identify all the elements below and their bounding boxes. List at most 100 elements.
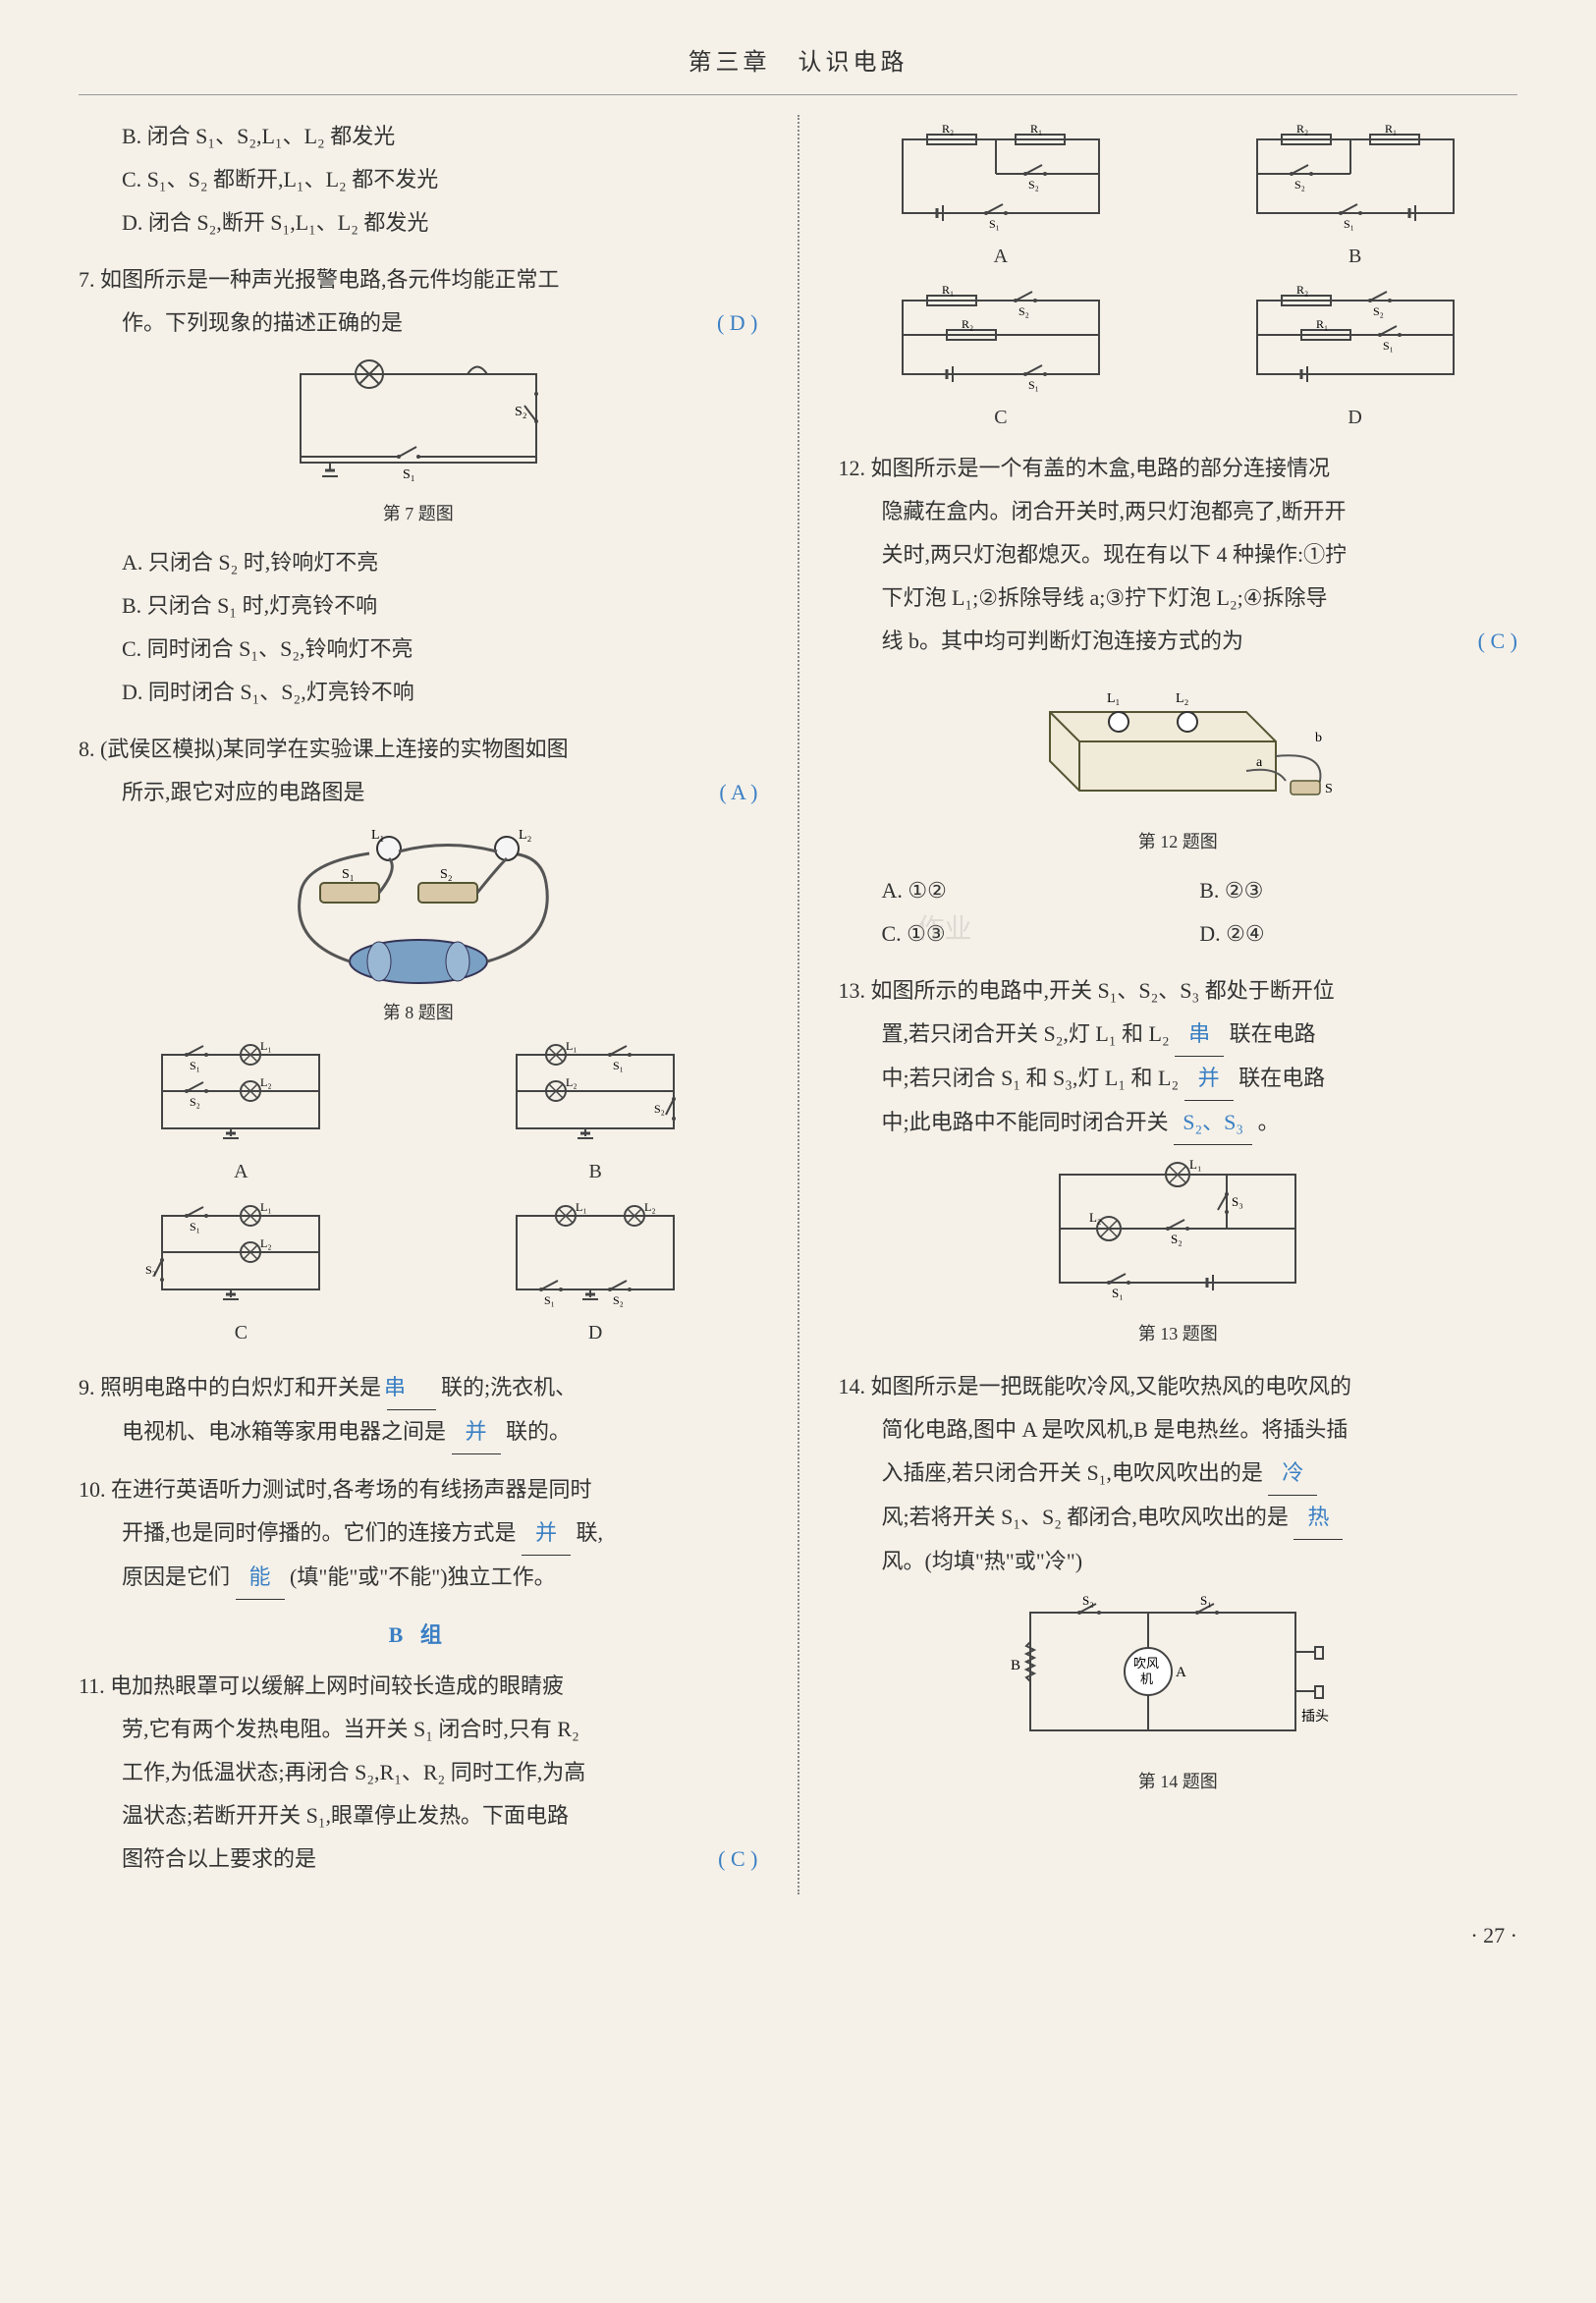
svg-text:B: B xyxy=(1011,1658,1020,1673)
svg-text:S₂: S₂ xyxy=(145,1263,156,1277)
svg-text:S₂: S₂ xyxy=(654,1102,665,1116)
svg-text:L₂: L₂ xyxy=(1176,691,1189,706)
q6-opt-c: C. S₁、S₂ 都断开,L₁、L₂ 都不发光 xyxy=(79,158,758,201)
q8-label-a: A xyxy=(142,1152,339,1191)
svg-text:L₁: L₁ xyxy=(1189,1157,1201,1172)
q9-text-4: 联的。 xyxy=(506,1419,571,1444)
svg-text:S₂: S₂ xyxy=(613,1293,624,1307)
q14-text-4: 风;若将开关 S₁、S₂ 都闭合,电吹风吹出的是 xyxy=(882,1505,1289,1529)
svg-text:S₁: S₁ xyxy=(1112,1286,1124,1300)
page-header: 第三章 认识电路 xyxy=(79,39,1517,95)
q9-text-1: 9. 照明电路中的白炽灯和开关是 xyxy=(79,1375,381,1399)
svg-text:S₂: S₂ xyxy=(1373,304,1384,318)
q14-blank-2: 热 xyxy=(1293,1496,1343,1540)
q8-options-grid: L₁ L₂ S₁ S₂ A xyxy=(79,1040,758,1352)
two-column-layout: B. 闭合 S₁、S₂,L₁、L₂ 都发光 C. S₁、S₂ 都断开,L₁、L₂… xyxy=(79,115,1517,1894)
svg-text:R₂: R₂ xyxy=(942,125,954,136)
q11-answer: ( C ) xyxy=(718,1837,757,1881)
q11-label-a: A xyxy=(888,237,1114,276)
q7-opt-c: C. 同时闭合 S₁、S₂,铃响灯不亮 xyxy=(79,628,758,671)
q7: 7. 如图所示是一种声光报警电路,各元件均能正常工 作。下列现象的描述正确的是 … xyxy=(79,258,758,714)
q7-text-2: 作。下列现象的描述正确的是 xyxy=(122,302,403,345)
svg-text:A: A xyxy=(1176,1665,1186,1680)
q12-figure: L₁ L₂ b a S xyxy=(839,673,1518,820)
q12: 12. 如图所示是一个有盖的木盒,电路的部分连接情况 隐藏在盒内。闭合开关时,两… xyxy=(839,447,1518,956)
q14-text-2: 简化电路,图中 A 是吹风机,B 是电热丝。将插头插 xyxy=(839,1408,1518,1452)
q12-opt-c: C. ①③ xyxy=(882,912,1200,956)
q7-opt-b: B. 只闭合 S₁ 时,灯亮铃不响 xyxy=(79,584,758,628)
q11-label-b: B xyxy=(1242,237,1468,276)
left-column: B. 闭合 S₁、S₂,L₁、L₂ 都发光 C. S₁、S₂ 都断开,L₁、L₂… xyxy=(79,115,758,1894)
svg-text:R₁: R₁ xyxy=(1385,125,1397,136)
svg-text:S₁: S₁ xyxy=(989,217,1000,231)
q11-opt-c-fig: R₁ S₂ R₂ S₁ C xyxy=(888,286,1114,437)
svg-text:S₂: S₂ xyxy=(190,1095,200,1109)
svg-text:插头: 插头 xyxy=(1301,1709,1329,1725)
page-number: · 27 · xyxy=(79,1914,1517,1957)
q13-text-4: 中;若只闭合 S₁ 和 S₃,灯 L₁ 和 L₂ xyxy=(882,1066,1180,1090)
q10-blank-2: 能 xyxy=(236,1556,285,1600)
q14-text-3: 入插座,若只闭合开关 S₁,电吹风吹出的是 xyxy=(882,1460,1263,1485)
q14-text-1: 14. 如图所示是一把既能吹冷风,又能吹热风的电吹风的 xyxy=(839,1365,1518,1408)
q8-opt-b-fig: L₁ L₂ S₁ S₂ B xyxy=(497,1040,693,1191)
svg-text:L₁: L₁ xyxy=(1107,691,1120,706)
svg-text:S₁: S₁ xyxy=(1344,217,1354,231)
q8-text-2: 所示,跟它对应的电路图是 xyxy=(122,771,365,814)
svg-text:S₂: S₂ xyxy=(1082,1593,1094,1608)
q10-blank-1: 并 xyxy=(522,1511,571,1556)
svg-text:L₁: L₁ xyxy=(576,1201,587,1214)
svg-text:S₂: S₂ xyxy=(1028,178,1039,192)
q7-answer: ( D ) xyxy=(717,302,758,345)
q12-text-5: 线 b。其中均可判断灯泡连接方式的为 xyxy=(882,620,1244,663)
svg-text:L₂: L₂ xyxy=(519,828,532,843)
q11-label-d: D xyxy=(1242,398,1468,437)
q13: 13. 如图所示的电路中,开关 S₁、S₂、S₃ 都处于断开位 置,若只闭合开关… xyxy=(839,969,1518,1351)
q8-opt-d-fig: L₁ L₂ S₁ S₂ D xyxy=(497,1201,693,1352)
q9-blank-2: 并 xyxy=(452,1410,501,1454)
svg-text:R₁: R₁ xyxy=(1316,317,1328,331)
q6-opt-d: D. 闭合 S₂,断开 S₁,L₁、L₂ 都发光 xyxy=(79,201,758,245)
q14-text-5: 风。(均填"热"或"冷") xyxy=(839,1540,1518,1583)
svg-text:吹风: 吹风 xyxy=(1133,1656,1159,1671)
q8-opt-c-fig: L₁ L₂ S₁ S₂ C xyxy=(142,1201,339,1352)
q11-text-5: 图符合以上要求的是 xyxy=(122,1837,316,1881)
q13-text-5: 联在电路 xyxy=(1238,1066,1325,1090)
q11: 11. 电加热眼罩可以缓解上网时间较长造成的眼睛疲 劳,它有两个发热电阻。当开关… xyxy=(79,1665,758,1881)
svg-text:S₁: S₁ xyxy=(190,1059,200,1072)
svg-text:R₂: R₂ xyxy=(962,317,973,331)
q10-text-3: 联, xyxy=(577,1520,604,1545)
q10-text-1: 10. 在进行英语听力测试时,各考场的有线扬声器是同时 xyxy=(79,1468,758,1511)
svg-text:S₁: S₁ xyxy=(1200,1593,1212,1608)
svg-text:L₁: L₁ xyxy=(260,1040,272,1053)
q11-options-grid: R₂ R₁ S₂ S₁ A xyxy=(839,125,1518,437)
q11-text-1: 11. 电加热眼罩可以缓解上网时间较长造成的眼睛疲 xyxy=(79,1665,758,1708)
svg-text:S₁: S₁ xyxy=(403,467,415,482)
svg-text:R₂: R₂ xyxy=(1296,125,1308,136)
svg-text:S₁: S₁ xyxy=(1028,378,1039,392)
q14-blank-1: 冷 xyxy=(1268,1452,1317,1496)
q11-opt-a-fig: R₂ R₁ S₂ S₁ A xyxy=(888,125,1114,276)
q12-text-4: 下灯泡 L₁;②拆除导线 a;③拧下灯泡 L₂;④拆除导 xyxy=(839,576,1518,620)
svg-text:S₂: S₂ xyxy=(1171,1232,1183,1246)
q10-text-2: 开播,也是同时停播的。它们的连接方式是 xyxy=(122,1520,517,1545)
q14-caption: 第 14 题图 xyxy=(839,1764,1518,1799)
q8-answer: ( A ) xyxy=(719,771,757,814)
q13-text-1: 13. 如图所示的电路中,开关 S₁、S₂、S₃ 都处于断开位 xyxy=(839,969,1518,1013)
svg-text:S₁: S₁ xyxy=(190,1220,200,1234)
svg-text:L₂: L₂ xyxy=(566,1075,578,1089)
svg-text:S₁: S₁ xyxy=(544,1293,555,1307)
svg-text:a: a xyxy=(1256,755,1263,770)
q11-opt-b-fig: R₂ R₁ S₂ S₁ B xyxy=(1242,125,1468,276)
q11-text-2: 劳,它有两个发热电阻。当开关 S₁ 闭合时,只有 R₂ xyxy=(79,1708,758,1751)
q8-caption: 第 8 题图 xyxy=(79,995,758,1030)
svg-text:机: 机 xyxy=(1140,1672,1153,1686)
q9-text-3: 电视机、电冰箱等家用电器之间是 xyxy=(122,1419,446,1444)
svg-text:L₂: L₂ xyxy=(260,1075,272,1089)
q13-blank-2: 并 xyxy=(1184,1057,1234,1101)
svg-text:L₁: L₁ xyxy=(260,1201,272,1214)
q12-opt-d: D. ②④ xyxy=(1199,912,1517,956)
q13-text-3: 联在电路 xyxy=(1230,1021,1316,1046)
q11-text-4: 温状态;若断开开关 S₁,眼罩停止发热。下面电路 xyxy=(79,1794,758,1837)
column-divider xyxy=(798,115,799,1894)
q13-caption: 第 13 题图 xyxy=(839,1316,1518,1351)
